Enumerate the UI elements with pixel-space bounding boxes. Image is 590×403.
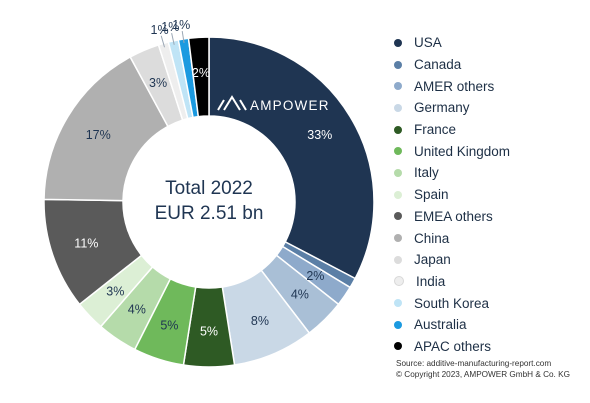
- slice-label: 8%: [251, 314, 269, 328]
- slice-label: 5%: [160, 318, 178, 332]
- slice-apac-others: [187, 36, 210, 118]
- legend-swatch: [394, 82, 402, 91]
- legend-swatch: [394, 320, 402, 329]
- legend-item: AMER others: [394, 75, 510, 97]
- legend-label: France: [414, 122, 457, 138]
- legend-label: Canada: [414, 57, 462, 73]
- slice-label: 5%: [200, 325, 218, 339]
- legend-swatch: [394, 125, 402, 134]
- leader-lines: [160, 31, 185, 48]
- donut-slices: [43, 36, 375, 368]
- legend-label: Australia: [414, 317, 467, 333]
- legend-item: France: [394, 119, 510, 141]
- legend-label: Japan: [414, 252, 451, 268]
- legend-label: Spain: [414, 187, 449, 203]
- legend-item: APAC others: [394, 336, 510, 358]
- legend-item: Germany: [394, 97, 510, 119]
- slice-label: 3%: [149, 76, 167, 90]
- slice-label: 11%: [74, 237, 98, 251]
- legend-swatch: [394, 255, 402, 264]
- legend-label: Italy: [414, 165, 439, 181]
- slice-label: 33%: [307, 128, 332, 142]
- source-note: Source: additive-manufacturing-report.co…: [396, 359, 570, 380]
- legend-swatch: [394, 168, 402, 177]
- center-label-value: EUR 2.51 bn: [155, 203, 264, 224]
- legend-swatch: [394, 38, 402, 47]
- leader-line: [160, 35, 165, 48]
- slice-usa: [208, 36, 375, 280]
- source-line: Source: additive-manufacturing-report.co…: [396, 359, 552, 368]
- legend-swatch: [394, 60, 402, 69]
- legend-label: South Korea: [414, 295, 490, 311]
- legend-item: Japan: [394, 249, 510, 271]
- legend-item: India: [394, 271, 510, 293]
- legend-item: South Korea: [394, 292, 510, 314]
- ampower-logo: AMPOWER: [217, 95, 330, 113]
- legend-item: China: [394, 227, 510, 249]
- leader-line: [171, 32, 175, 45]
- legend-label: APAC others: [414, 338, 492, 354]
- slice-label: 2%: [192, 66, 210, 80]
- legend-label: India: [416, 273, 446, 289]
- legend-item: EMEA others: [394, 206, 510, 228]
- slice-label: 2%: [306, 269, 324, 283]
- legend-item: Australia: [394, 314, 510, 336]
- legend-item: United Kingdom: [394, 140, 510, 162]
- legend-swatch: [394, 212, 402, 221]
- slice-china: [43, 55, 169, 202]
- slice-label: 17%: [86, 128, 111, 142]
- legend-label: EMEA others: [414, 208, 493, 224]
- legend-swatch: [394, 299, 402, 308]
- ampower-logo-icon: [217, 95, 247, 111]
- slice-label: 1%: [172, 18, 190, 32]
- legend-item: USA: [394, 32, 510, 54]
- legend-label: USA: [414, 35, 442, 51]
- center-label-total: Total 2022: [165, 178, 253, 199]
- legend-item: Canada: [394, 54, 510, 76]
- legend-label: Germany: [414, 100, 470, 116]
- legend-swatch: [394, 342, 402, 351]
- legend-item: Italy: [394, 162, 510, 184]
- legend-swatch: [394, 276, 404, 287]
- logo-text: AMPOWER: [250, 98, 330, 113]
- slice-labels: 33% 2% 4% 8% 5% 5% 4% 3% 11% 17% 3% 1%1%1% 2%: [74, 18, 332, 338]
- legend-swatch: [394, 190, 402, 199]
- legend-label: United Kingdom: [414, 143, 511, 159]
- legend-item: Spain: [394, 184, 510, 206]
- copyright-line: © Copyright 2023, AMPOWER GmbH & Co. KG: [396, 369, 570, 379]
- legend-swatch: [394, 147, 402, 156]
- slice-label: 4%: [291, 287, 309, 301]
- leader-line: [181, 31, 185, 44]
- legend-label: AMER others: [414, 78, 495, 94]
- slice-label: 4%: [128, 303, 146, 317]
- chart-legend: USA Canada AMER others Germany France United …: [394, 32, 510, 357]
- slice-label: 3%: [106, 284, 124, 298]
- legend-swatch: [394, 103, 402, 112]
- slice-label: 1%: [151, 23, 169, 37]
- legend-swatch: [394, 234, 402, 243]
- legend-label: China: [414, 230, 450, 246]
- slice-label: 1%: [161, 20, 179, 34]
